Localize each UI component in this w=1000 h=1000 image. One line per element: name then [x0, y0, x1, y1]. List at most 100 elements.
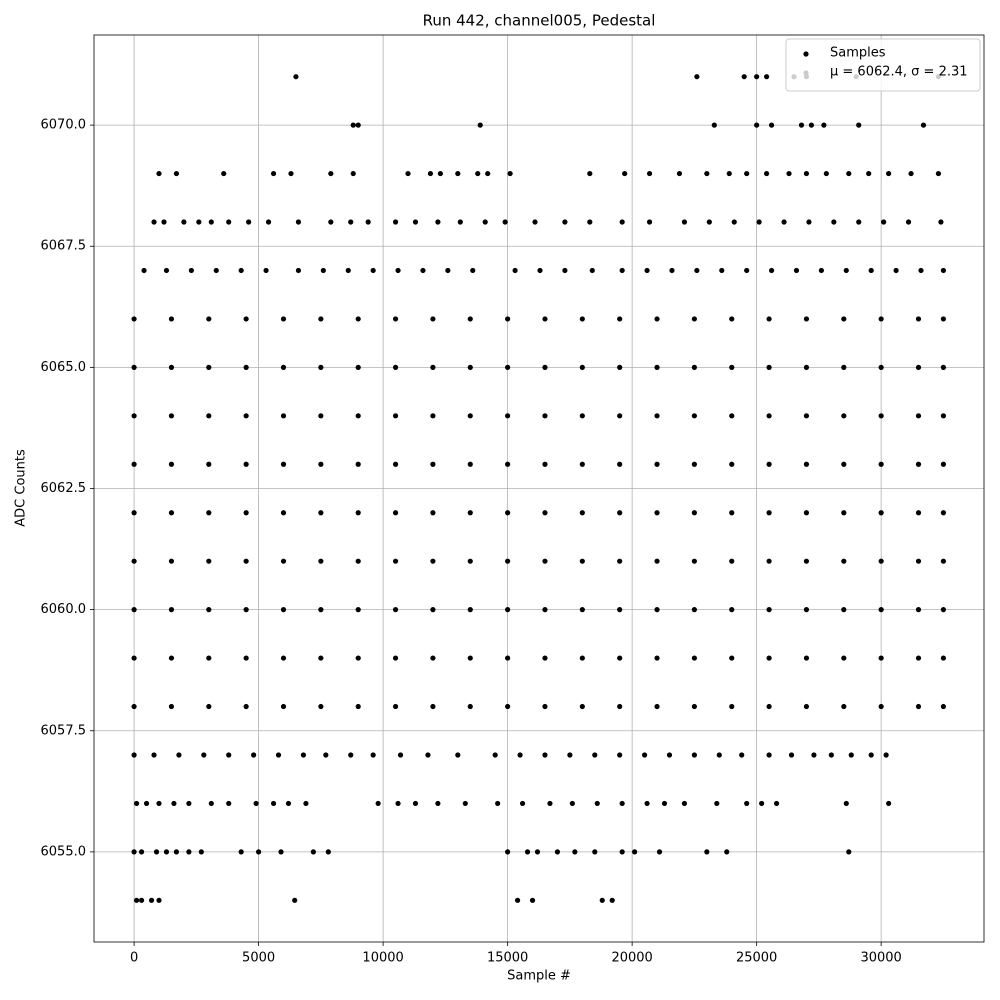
data-point	[803, 316, 810, 322]
data-point	[781, 219, 787, 225]
data-point	[940, 461, 947, 467]
data-point	[430, 413, 436, 419]
y-tick-label: 6055.0	[41, 844, 87, 859]
data-point	[654, 364, 660, 370]
data-point	[507, 170, 513, 177]
data-point	[445, 267, 451, 274]
data-point	[579, 316, 585, 322]
data-point	[841, 703, 847, 710]
data-point	[843, 267, 849, 274]
data-point	[562, 219, 568, 225]
data-point	[532, 219, 538, 225]
data-point	[163, 267, 170, 274]
x-tick-label: 25000	[736, 951, 777, 966]
y-tick-label: 6065.0	[41, 360, 87, 375]
data-point	[547, 800, 553, 807]
data-point	[754, 122, 760, 128]
data-point	[915, 413, 922, 419]
data-point	[542, 510, 548, 516]
data-point	[729, 607, 735, 613]
data-point	[599, 897, 605, 903]
data-point	[168, 364, 175, 370]
data-point	[251, 752, 257, 758]
data-point	[133, 800, 140, 807]
data-point	[818, 267, 824, 274]
data-point	[915, 510, 922, 516]
data-point	[133, 897, 140, 903]
data-point	[467, 703, 473, 710]
data-point	[293, 74, 299, 80]
data-point	[856, 219, 862, 225]
data-point	[744, 800, 750, 807]
data-point	[617, 703, 623, 710]
data-point	[206, 655, 212, 661]
data-point	[542, 752, 548, 758]
data-point	[517, 752, 523, 758]
data-point	[173, 170, 180, 177]
data-point	[940, 364, 947, 370]
data-point	[878, 558, 884, 564]
data-point	[467, 510, 473, 516]
data-point	[238, 849, 244, 855]
data-point	[915, 703, 922, 710]
data-point	[435, 800, 441, 807]
data-point	[467, 461, 473, 467]
y-tick-label: 6070.0	[41, 118, 87, 133]
data-point	[206, 413, 212, 419]
data-point	[514, 897, 521, 903]
data-point	[186, 800, 192, 807]
data-point	[226, 219, 232, 225]
data-point	[803, 461, 810, 467]
data-point	[143, 800, 150, 807]
data-point	[156, 170, 162, 177]
data-point	[938, 219, 944, 225]
data-point	[355, 607, 361, 613]
data-point	[300, 752, 307, 758]
data-point	[467, 413, 473, 419]
data-point	[768, 267, 775, 274]
data-point	[619, 849, 625, 855]
data-point	[654, 558, 660, 564]
legend-marker	[803, 70, 809, 76]
data-point	[766, 607, 772, 613]
data-point	[764, 170, 770, 177]
data-point	[427, 170, 434, 177]
data-point	[392, 316, 399, 322]
data-point	[485, 170, 491, 177]
data-point	[355, 364, 361, 370]
data-point	[355, 703, 361, 710]
data-point	[505, 316, 511, 322]
data-point	[226, 752, 232, 758]
data-point	[666, 752, 673, 758]
data-point	[841, 413, 847, 419]
data-point	[392, 413, 399, 419]
data-point	[467, 607, 473, 613]
legend-annotation: μ = 6062.4, σ = 2.31	[830, 65, 968, 80]
data-point	[706, 219, 712, 225]
data-point	[542, 364, 548, 370]
data-point	[325, 849, 331, 855]
x-tick-label: 15000	[487, 951, 528, 966]
data-point	[263, 267, 269, 274]
data-point	[654, 607, 660, 613]
data-point	[437, 170, 443, 177]
data-point	[788, 752, 795, 758]
plot-frame	[93, 34, 985, 943]
data-point	[622, 170, 628, 177]
data-point	[609, 897, 615, 903]
data-point	[915, 364, 922, 370]
data-point	[803, 510, 810, 516]
data-point	[318, 607, 324, 613]
data-point	[392, 558, 399, 564]
data-point	[823, 170, 829, 177]
data-point	[265, 219, 272, 225]
data-point	[542, 413, 548, 419]
data-point	[495, 800, 501, 807]
data-point	[482, 219, 488, 225]
data-point	[940, 413, 947, 419]
data-point	[295, 219, 302, 225]
data-point	[348, 219, 354, 225]
data-point	[821, 122, 827, 128]
data-point	[617, 655, 623, 661]
